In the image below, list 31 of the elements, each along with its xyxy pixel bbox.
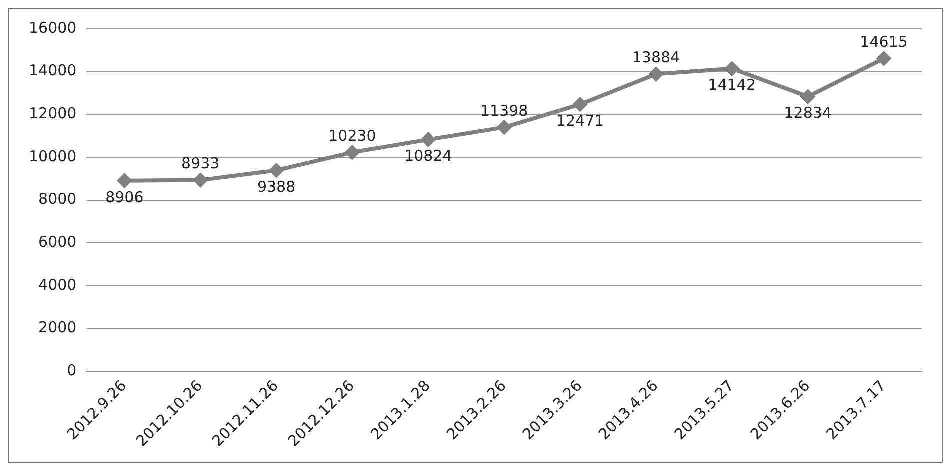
y-tick-label: 10000 [29, 147, 77, 166]
y-tick-label: 4000 [38, 276, 77, 294]
data-label: 8906 [106, 188, 144, 206]
data-label: 11398 [480, 102, 528, 120]
data-label: 14615 [860, 33, 908, 52]
y-tick-label: 8000 [38, 190, 77, 208]
data-label: 10230 [328, 126, 376, 145]
data-label: 12834 [784, 104, 832, 122]
point [344, 145, 360, 160]
point [193, 172, 208, 188]
point [876, 51, 892, 66]
point [496, 120, 512, 136]
data-label: 13884 [632, 48, 680, 67]
y-tick-label: 2000 [38, 318, 77, 337]
point [269, 163, 284, 178]
point [572, 97, 588, 112]
point [420, 132, 436, 148]
y-tick-label: 0 [67, 361, 77, 380]
data-label: 10824 [404, 147, 452, 166]
point [724, 61, 740, 76]
y-tick-label: 6000 [38, 232, 77, 251]
data-label: 12471 [556, 112, 604, 130]
y-tick-label: 12000 [29, 104, 77, 123]
data-label: 14142 [708, 76, 756, 94]
y-tick-label: 16000 [29, 18, 77, 37]
point [648, 66, 664, 82]
point [800, 89, 816, 104]
y-tick-label: 14000 [29, 62, 77, 80]
data-label: 9388 [257, 178, 296, 196]
data-label: 8933 [182, 154, 220, 173]
point [117, 173, 132, 188]
